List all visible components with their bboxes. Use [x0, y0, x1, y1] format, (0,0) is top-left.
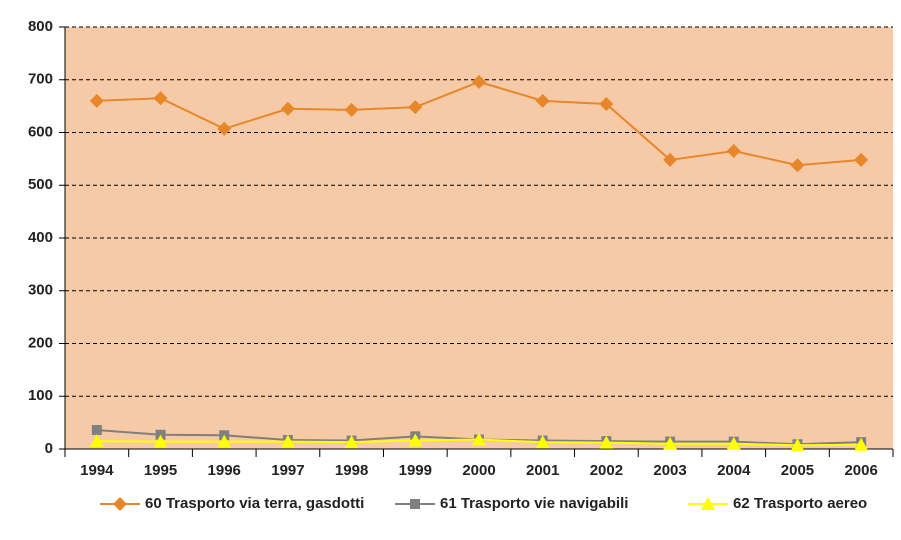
legend-label: 62 Trasporto aereo: [733, 495, 867, 512]
y-tick-label: 0: [45, 440, 53, 457]
x-tick-label: 2006: [844, 462, 877, 479]
x-tick-label: 1997: [271, 462, 304, 479]
data-point: [663, 436, 678, 450]
y-tick-label: 500: [28, 176, 53, 193]
data-point: [472, 432, 486, 446]
data-point: [790, 438, 805, 452]
y-tick-label: 700: [28, 71, 53, 88]
data-point: [344, 102, 359, 117]
y-tick-label: 800: [28, 18, 53, 35]
data-point: [726, 143, 741, 158]
x-tick-label: 2004: [717, 462, 751, 479]
data-point: [535, 93, 550, 108]
x-tick-label: 2000: [462, 462, 495, 479]
legend-label: 60 Trasporto via terra, gasdotti: [145, 495, 364, 512]
y-tick-label: 200: [28, 334, 53, 351]
x-tick-label: 2001: [526, 462, 559, 479]
x-tick-label: 1999: [399, 462, 432, 479]
legend-marker: [701, 497, 715, 510]
data-point: [344, 435, 359, 449]
x-tick-label: 2002: [590, 462, 623, 479]
data-point: [790, 158, 805, 173]
x-tick-label: 1995: [144, 462, 177, 479]
data-point: [599, 97, 614, 112]
data-point: [663, 152, 678, 167]
data-point: [599, 435, 614, 449]
data-point: [91, 425, 102, 436]
x-tick-label: 1998: [335, 462, 368, 479]
legend-marker: [113, 497, 127, 511]
y-tick-label: 300: [28, 282, 53, 299]
y-tick-label: 100: [28, 387, 53, 404]
data-point: [408, 100, 423, 115]
x-tick-label: 2003: [653, 462, 686, 479]
data-point: [854, 152, 869, 167]
data-point: [854, 437, 869, 451]
data-point: [153, 434, 168, 448]
data-point: [280, 101, 295, 116]
x-tick-label: 2005: [781, 462, 814, 479]
data-point: [535, 435, 550, 449]
data-point: [472, 74, 486, 89]
data-point: [726, 436, 741, 450]
data-point: [153, 91, 168, 106]
data-point: [89, 93, 104, 108]
data-point: [280, 434, 295, 448]
data-point: [408, 433, 423, 447]
data-point: [217, 434, 232, 448]
x-tick-label: 1996: [208, 462, 241, 479]
y-tick-label: 400: [28, 229, 53, 246]
data-point: [89, 434, 104, 448]
data-point: [217, 121, 232, 136]
y-tick-label: 600: [28, 123, 53, 140]
x-tick-label: 1994: [80, 462, 114, 479]
legend-label: 61 Trasporto vie navigabili: [440, 495, 628, 512]
legend-marker: [410, 499, 420, 509]
